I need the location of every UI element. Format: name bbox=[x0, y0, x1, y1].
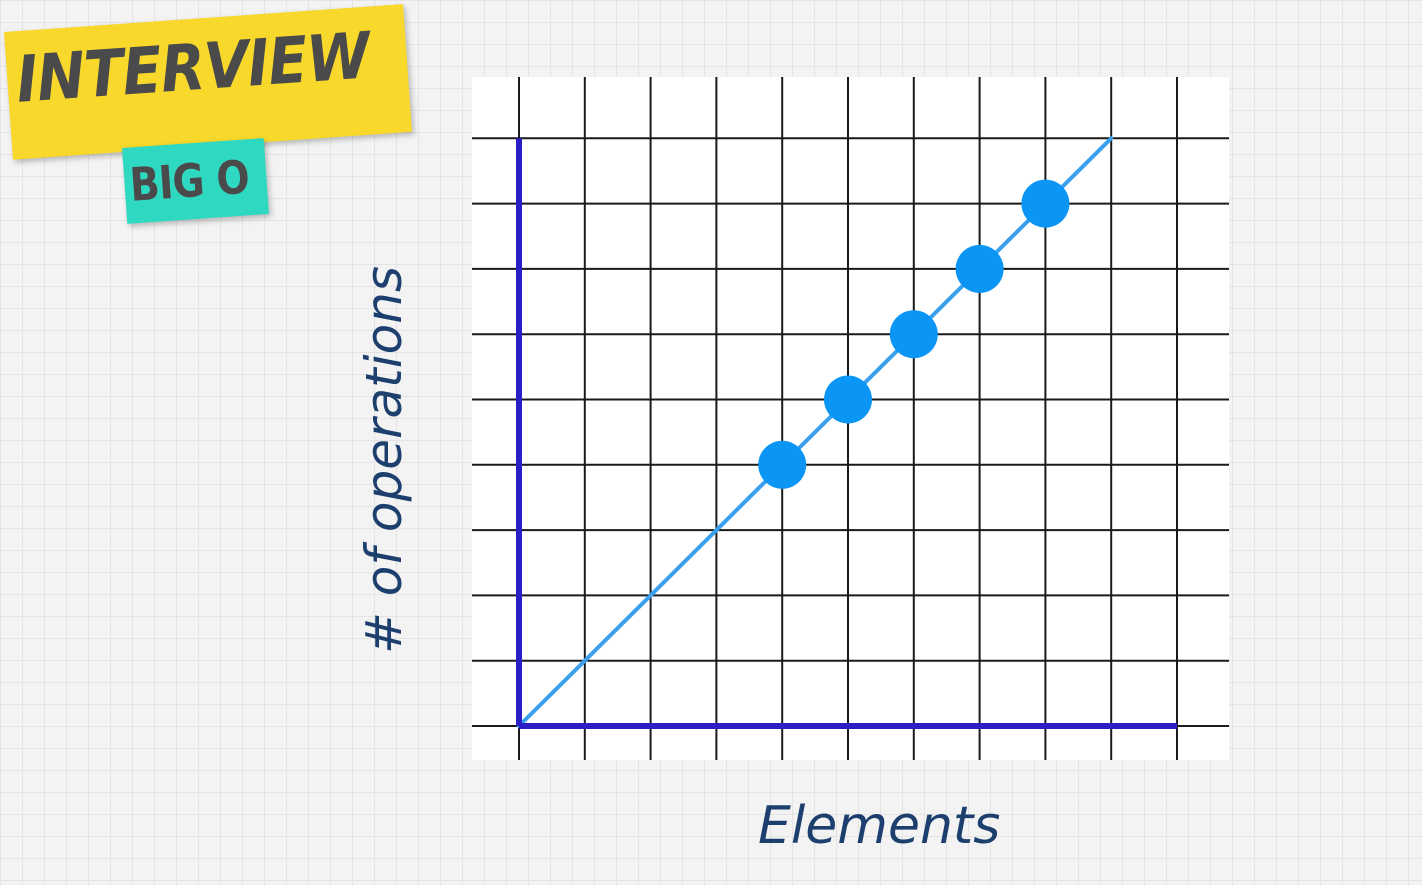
x-axis-label: Elements bbox=[758, 796, 1001, 856]
chart-trend-line-group bbox=[517, 136, 1114, 728]
chart-points bbox=[758, 179, 1070, 489]
data-point bbox=[955, 244, 1004, 293]
data-point bbox=[758, 440, 807, 489]
chart-axes bbox=[516, 138, 1177, 729]
data-point bbox=[1021, 179, 1070, 228]
data-point bbox=[889, 310, 938, 359]
data-point bbox=[824, 375, 872, 424]
trend-line bbox=[517, 136, 1114, 728]
y-axis-label: # of operations bbox=[355, 266, 413, 654]
